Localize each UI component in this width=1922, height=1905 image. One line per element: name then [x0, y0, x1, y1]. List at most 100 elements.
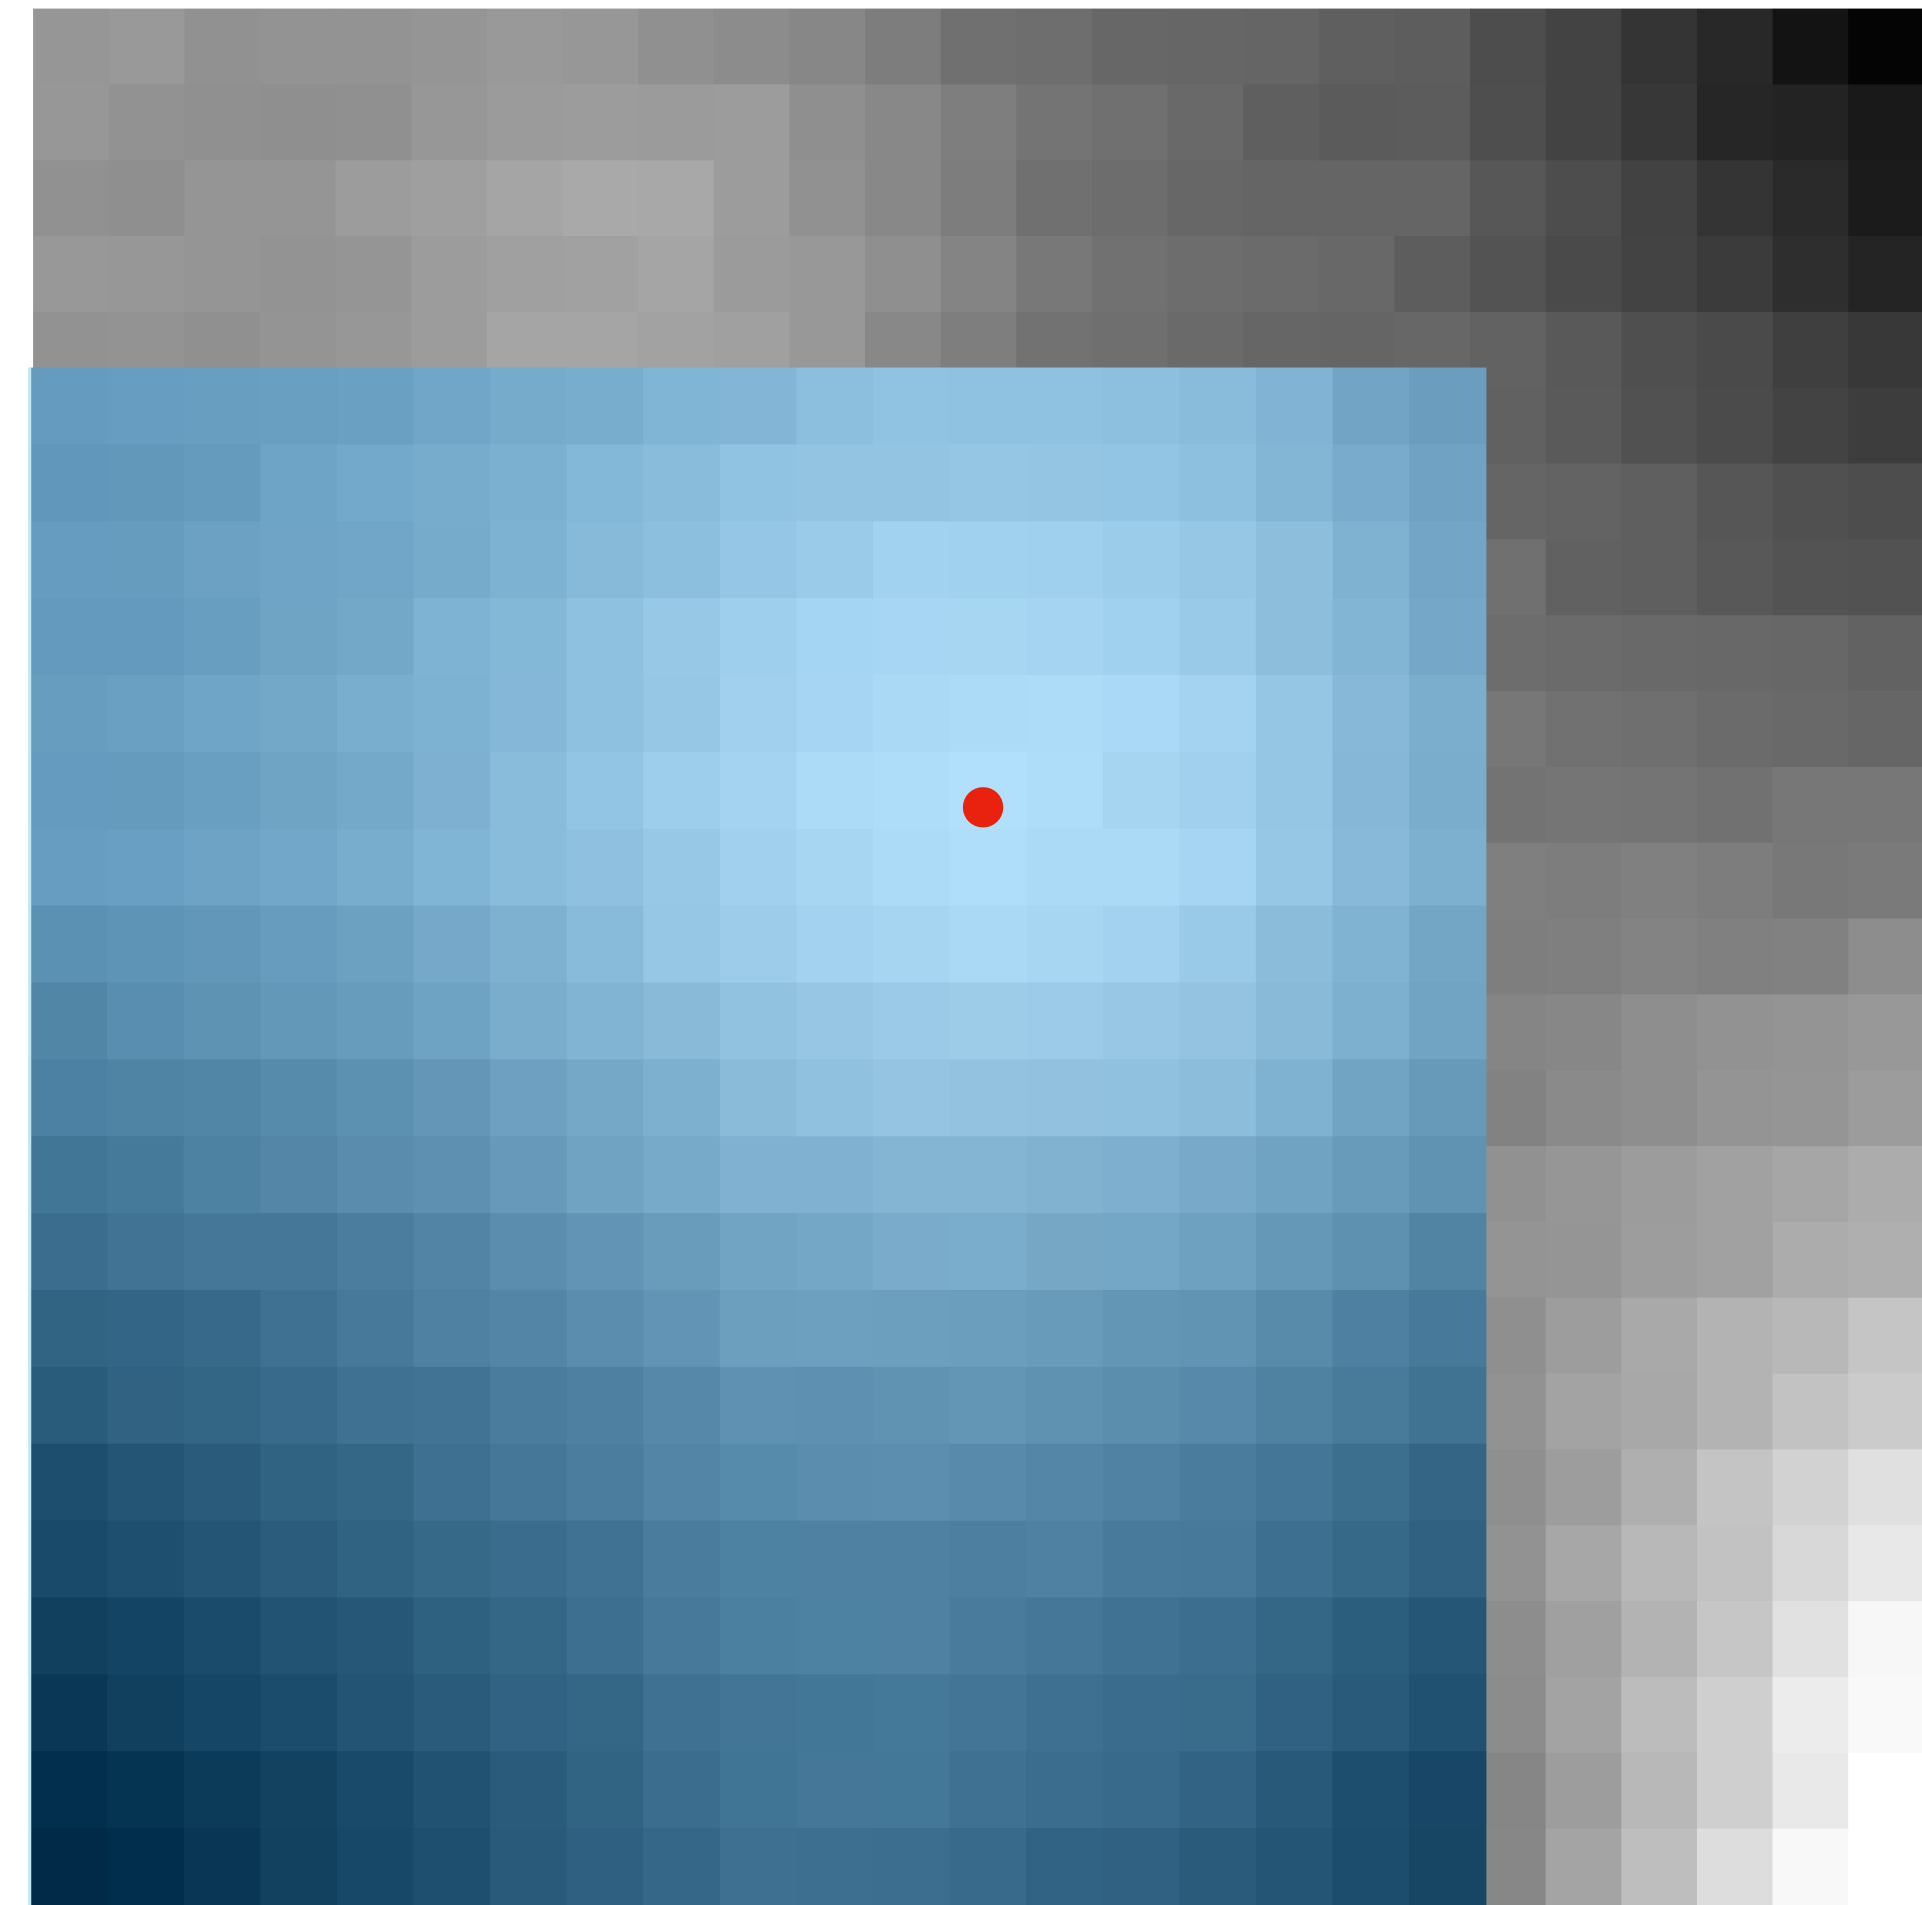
- overlay-pixel: [873, 521, 951, 599]
- overlay-pixel: [1102, 521, 1181, 599]
- pixel: [1167, 84, 1244, 161]
- overlay-pixel: [336, 1366, 415, 1445]
- overlay-pixel: [183, 751, 262, 830]
- overlay-pixel: [1026, 1443, 1104, 1522]
- overlay-pixel: [1255, 444, 1334, 523]
- pixel: [1696, 1601, 1774, 1678]
- pixel: [1545, 842, 1623, 920]
- pixel: [1243, 236, 1320, 313]
- pixel: [1772, 994, 1849, 1071]
- pixel: [1848, 387, 1922, 465]
- overlay-pixel: [413, 1059, 491, 1137]
- pixel: [1696, 615, 1774, 692]
- pixel: [1318, 236, 1396, 313]
- overlay-pixel: [1179, 598, 1257, 676]
- overlay-pixel: [336, 1213, 415, 1291]
- overlay-pixel: [643, 1136, 721, 1214]
- overlay-pixel: [183, 675, 262, 753]
- overlay-pixel: [413, 1366, 491, 1445]
- pixel: [1545, 236, 1623, 313]
- overlay-pixel: [1102, 1597, 1181, 1676]
- overlay-pixel: [719, 1674, 798, 1752]
- pixel: [1470, 84, 1547, 161]
- overlay-pixel: [643, 521, 721, 599]
- pixel: [1091, 236, 1169, 313]
- pixel: [1621, 1828, 1698, 1905]
- overlay-pixel: [260, 1136, 338, 1214]
- overlay-pixel: [183, 367, 262, 446]
- pixel: [1545, 691, 1623, 768]
- overlay-pixel: [1102, 982, 1181, 1061]
- overlay-pixel: [949, 1059, 1027, 1137]
- pixel: [1848, 766, 1922, 844]
- pixel: [1243, 8, 1320, 86]
- overlay-pixel: [1255, 1828, 1334, 1905]
- overlay-pixel: [719, 444, 798, 523]
- overlay-pixel: [949, 598, 1027, 676]
- pixel: [638, 84, 715, 161]
- overlay-pixel: [413, 1443, 491, 1522]
- overlay-pixel: [566, 1136, 645, 1214]
- overlay-pixel: [183, 444, 262, 523]
- pixel: [1545, 766, 1623, 844]
- pixel: [1545, 387, 1623, 465]
- overlay-pixel: [183, 1674, 262, 1752]
- pixel: [1318, 8, 1396, 86]
- overlay-pixel: [260, 905, 338, 984]
- pixel: [259, 236, 337, 313]
- overlay-pixel: [1255, 1136, 1334, 1214]
- pixel: [1394, 236, 1471, 313]
- overlay-pixel: [719, 1366, 798, 1445]
- pixel: [1696, 766, 1774, 844]
- pixel: [1621, 918, 1698, 996]
- pixel: [1470, 236, 1547, 313]
- overlay-pixel: [336, 1520, 415, 1599]
- overlay-pixel: [260, 1366, 338, 1445]
- pixel: [865, 8, 942, 86]
- overlay-pixel: [949, 1366, 1027, 1445]
- overlay-pixel: [336, 751, 415, 830]
- overlay-pixel: [566, 1213, 645, 1291]
- overlay-pixel: [796, 1828, 874, 1905]
- pixel: [789, 236, 866, 313]
- overlay-pixel: [336, 1443, 415, 1522]
- overlay-pixel: [719, 1443, 798, 1522]
- pixel: [1621, 1601, 1698, 1678]
- pixel: [411, 236, 488, 313]
- pixel: [1848, 463, 1922, 541]
- overlay-pixel: [1102, 1443, 1181, 1522]
- overlay-pixel: [1409, 444, 1487, 523]
- overlay-pixel: [1026, 1520, 1104, 1599]
- pixel: [1545, 1221, 1623, 1299]
- overlay-pixel: [873, 1290, 951, 1368]
- pixel: [1848, 842, 1922, 920]
- overlay-pixel: [490, 905, 568, 984]
- overlay-pixel: [1409, 1597, 1487, 1676]
- pixel: [1772, 1828, 1849, 1905]
- overlay-pixel: [1102, 905, 1181, 984]
- pixel: [1772, 1297, 1849, 1375]
- overlay-pixel: [796, 675, 874, 753]
- pixel: [1696, 1146, 1774, 1223]
- overlay-pixel: [1179, 675, 1257, 753]
- pixel: [1091, 8, 1169, 86]
- overlay-pixel: [1409, 1213, 1487, 1291]
- pixel: [1545, 918, 1623, 996]
- overlay-pixel: [336, 828, 415, 907]
- pixel: [259, 84, 337, 161]
- overlay-pixel: [490, 1520, 568, 1599]
- pixel: [1621, 539, 1698, 616]
- pixel: [1848, 1070, 1922, 1147]
- overlay-pixel: [949, 521, 1027, 599]
- overlay-pixel: [1026, 367, 1104, 446]
- overlay-pixel: [1409, 521, 1487, 599]
- overlay-pixel: [1332, 444, 1410, 523]
- overlay-pixel: [873, 1136, 951, 1214]
- pixel: [1243, 84, 1320, 161]
- overlay-pixel: [30, 675, 108, 753]
- pixel: [1016, 84, 1093, 161]
- overlay-pixel: [260, 444, 338, 523]
- overlay-pixel: [566, 1520, 645, 1599]
- overlay-pixel: [490, 1674, 568, 1752]
- pixel: [1621, 84, 1698, 161]
